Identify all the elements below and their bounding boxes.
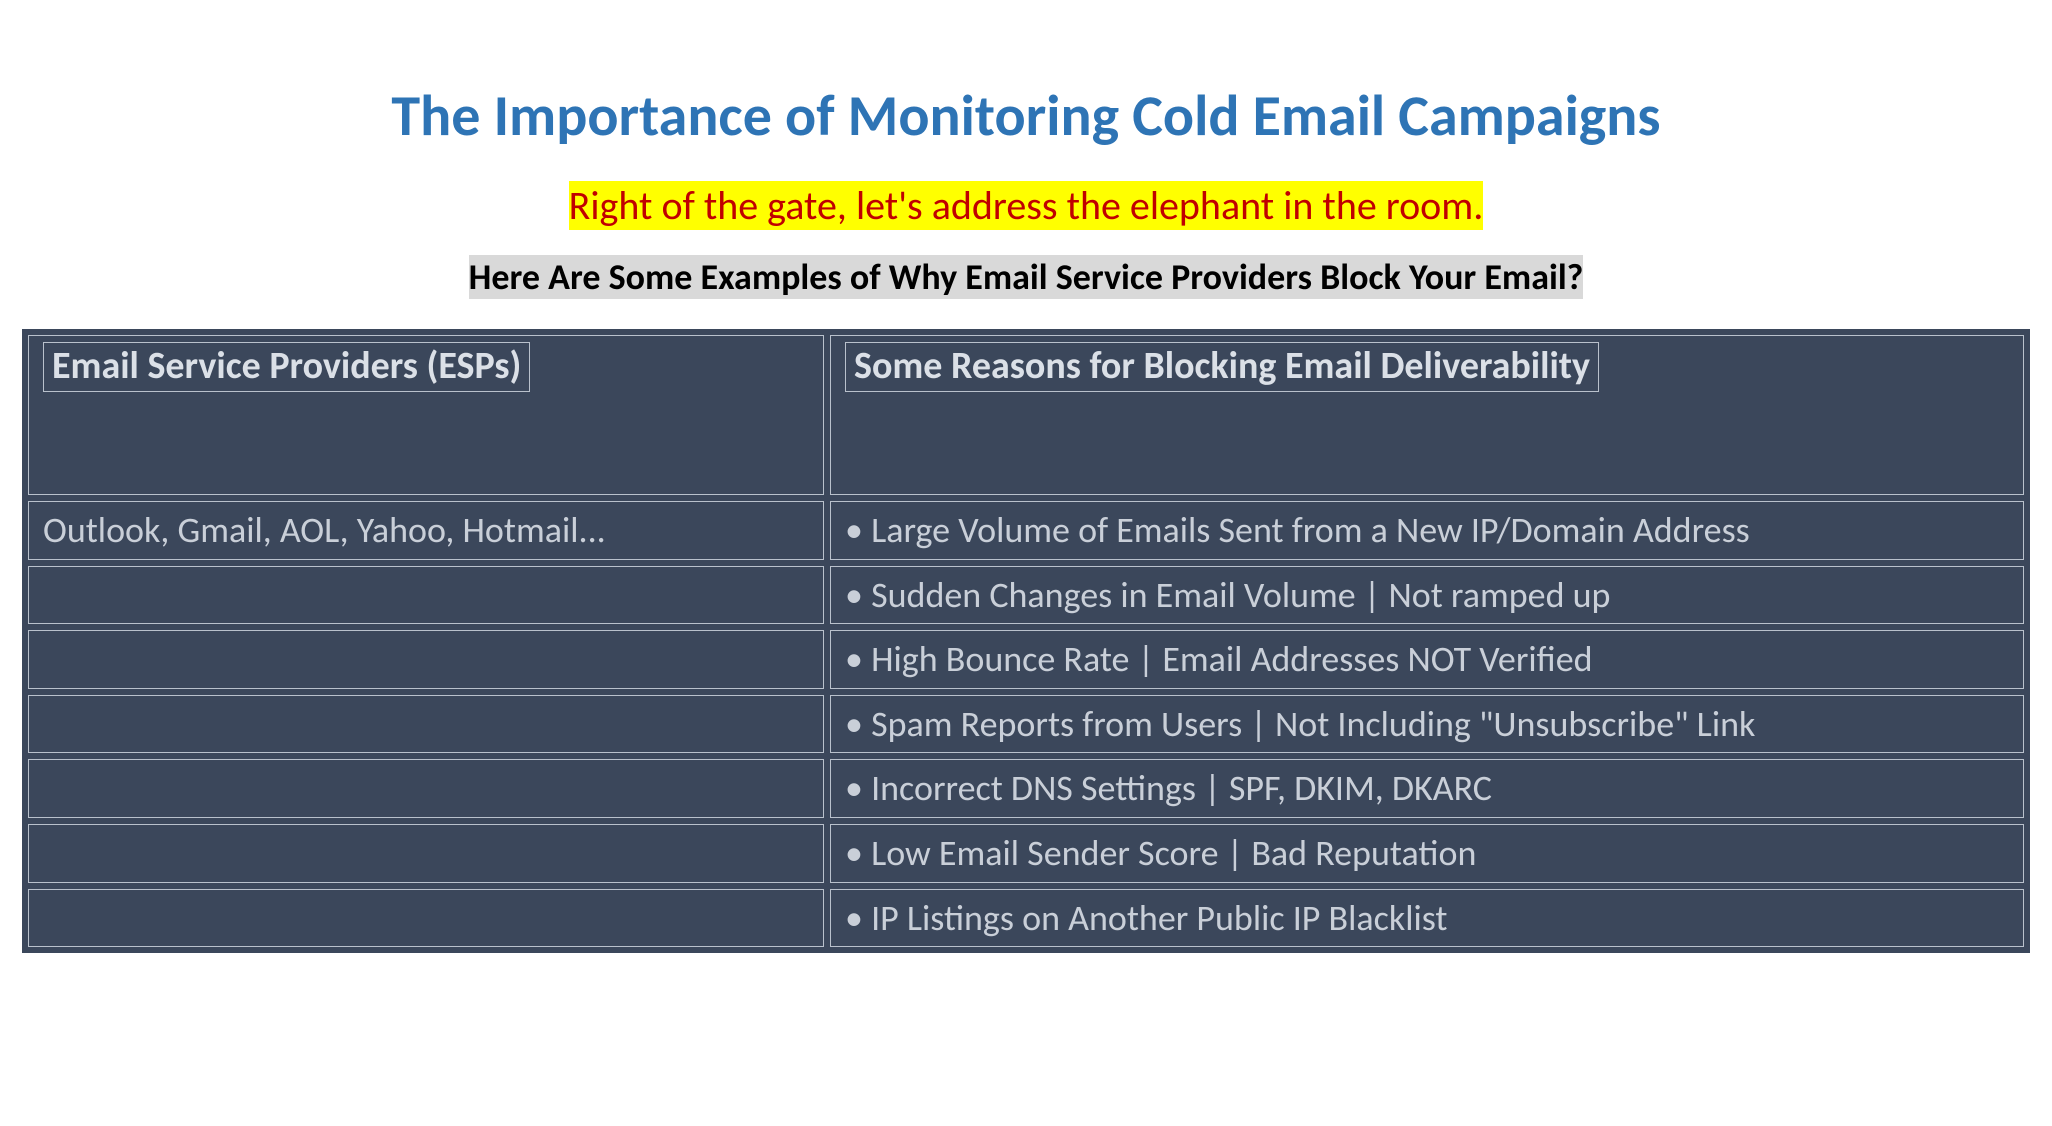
table-header-cell: Email Service Providers (ESPs) [28, 335, 824, 495]
subheading-text: Here Are Some Examples of Why Email Serv… [469, 255, 1584, 299]
table-body: Outlook, Gmail, AOL, Yahoo, Hotmail... •… [28, 501, 2024, 947]
table-row: • IP Listings on Another Public IP Black… [28, 889, 2024, 948]
page-title: The Importance of Monitoring Cold Email … [0, 80, 2052, 151]
table-row: • Spam Reports from Users | Not Includin… [28, 695, 2024, 754]
table-row: • High Bounce Rate | Email Addresses NOT… [28, 630, 2024, 689]
table-cell: • High Bounce Rate | Email Addresses NOT… [830, 630, 2024, 689]
esp-table: Email Service Providers (ESPs) Some Reas… [22, 329, 2030, 953]
table-cell [28, 695, 824, 754]
table-cell [28, 759, 824, 818]
table-header-row: Email Service Providers (ESPs) Some Reas… [28, 335, 2024, 495]
table-cell [28, 566, 824, 625]
table-cell [28, 824, 824, 883]
table-cell: • Spam Reports from Users | Not Includin… [830, 695, 2024, 754]
col-header-reasons: Some Reasons for Blocking Email Delivera… [845, 342, 1599, 392]
table-cell: • Low Email Sender Score | Bad Reputatio… [830, 824, 2024, 883]
subheading-container: Here Are Some Examples of Why Email Serv… [0, 255, 2052, 299]
table-cell [28, 630, 824, 689]
col-header-esps: Email Service Providers (ESPs) [43, 342, 530, 392]
table-cell [28, 889, 824, 948]
table-header-cell: Some Reasons for Blocking Email Delivera… [830, 335, 2024, 495]
table-cell: • Sudden Changes in Email Volume | Not r… [830, 566, 2024, 625]
table-row: • Incorrect DNS Settings | SPF, DKIM, DK… [28, 759, 2024, 818]
subtitle-text: Right of the gate, let's address the ele… [569, 181, 1484, 230]
table-row: Outlook, Gmail, AOL, Yahoo, Hotmail... •… [28, 501, 2024, 560]
table-row: • Low Email Sender Score | Bad Reputatio… [28, 824, 2024, 883]
table-cell: Outlook, Gmail, AOL, Yahoo, Hotmail... [28, 501, 824, 560]
table-row: • Sudden Changes in Email Volume | Not r… [28, 566, 2024, 625]
table-cell: • Incorrect DNS Settings | SPF, DKIM, DK… [830, 759, 2024, 818]
page-container: The Importance of Monitoring Cold Email … [0, 0, 2052, 953]
table-cell: • IP Listings on Another Public IP Black… [830, 889, 2024, 948]
table-cell: • Large Volume of Emails Sent from a New… [830, 501, 2024, 560]
subtitle-container: Right of the gate, let's address the ele… [0, 181, 2052, 230]
